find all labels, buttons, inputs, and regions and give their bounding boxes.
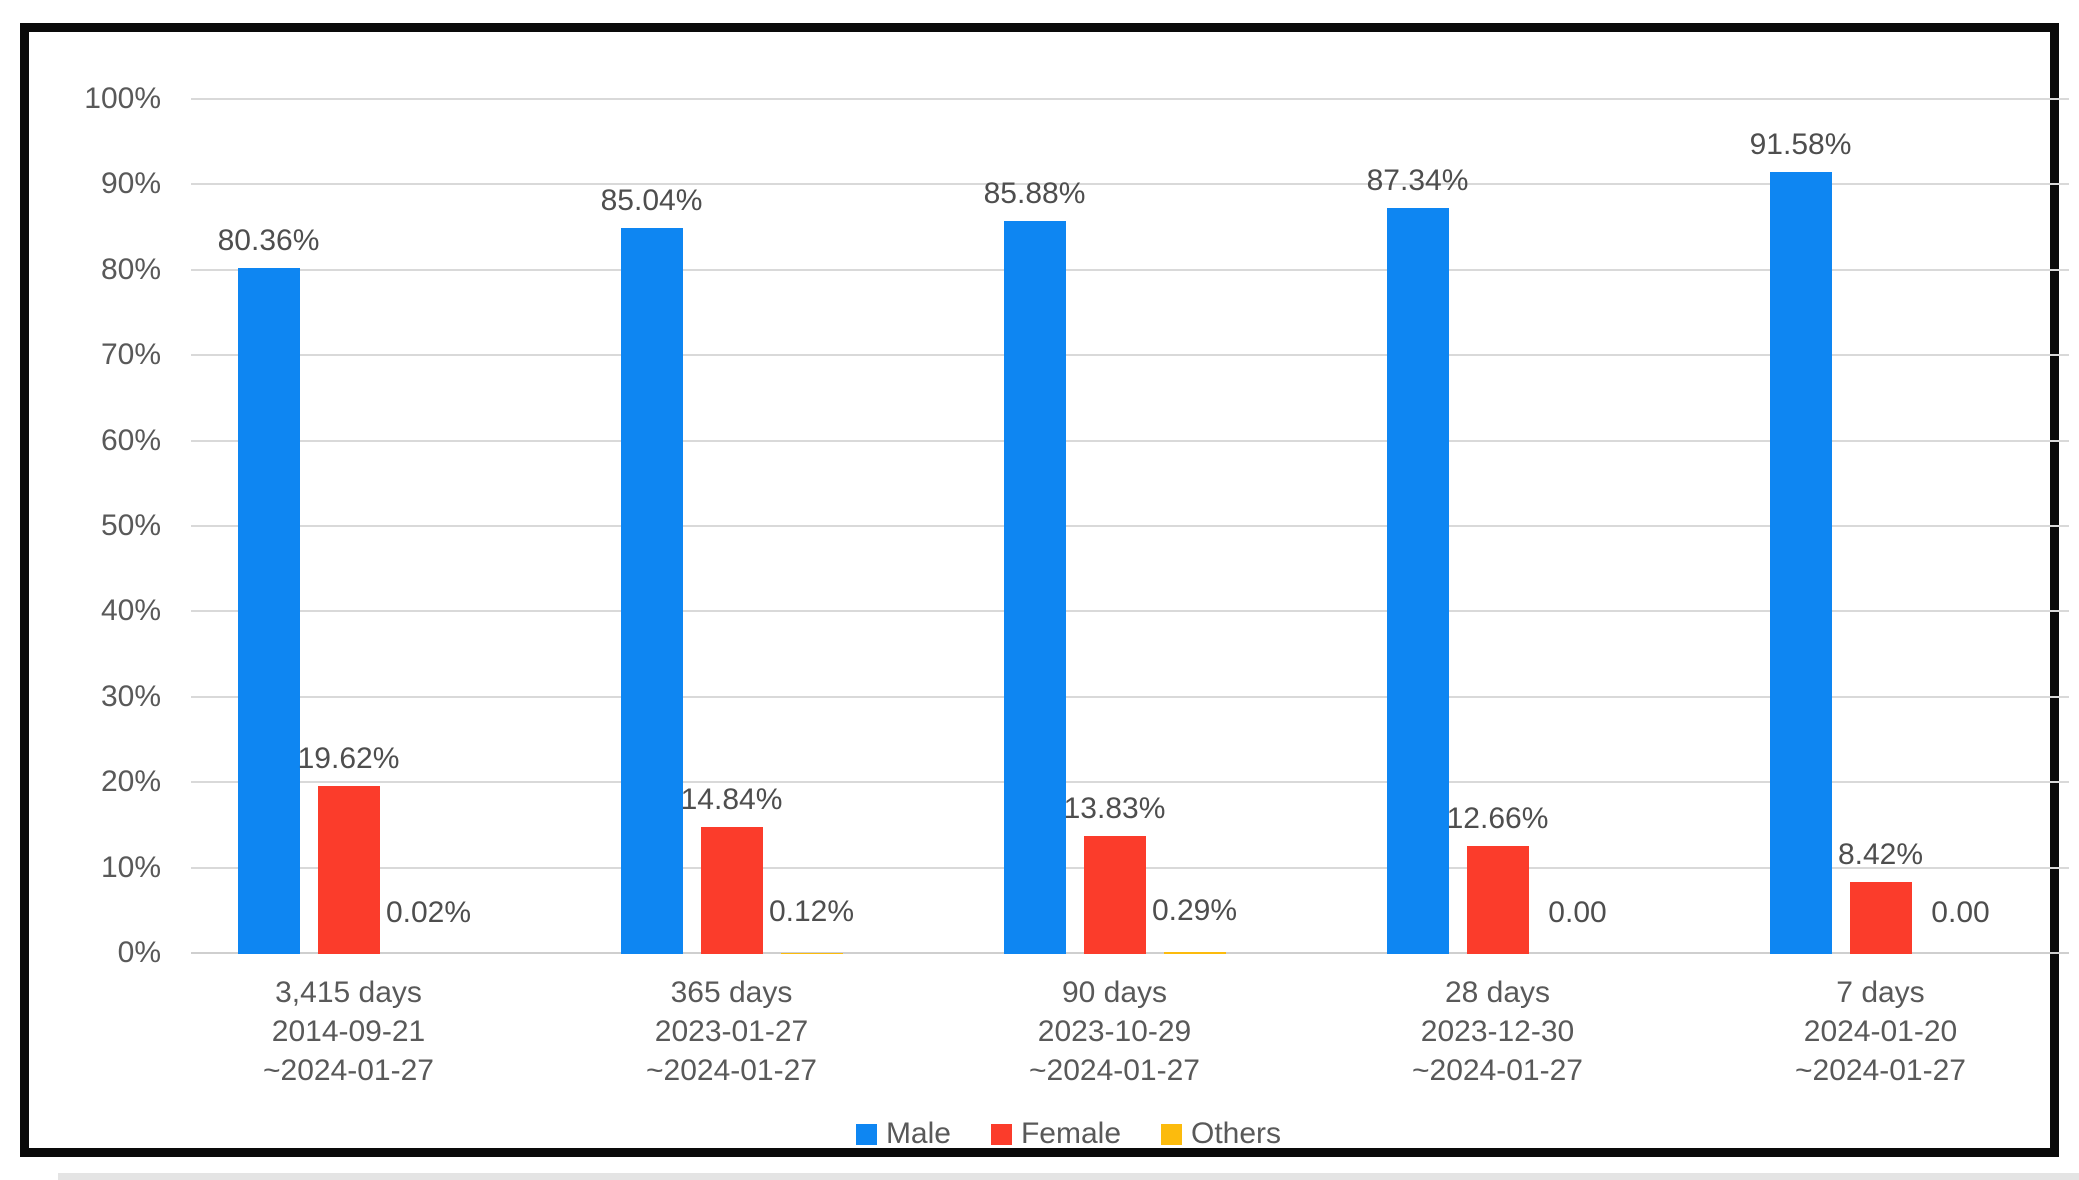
x-axis-label-3: 28 days 2023-12-30 ~2024-01-27 (1328, 973, 1668, 1090)
legend-label: Others (1191, 1117, 1282, 1150)
data-label-female-0: 19.62% (297, 742, 400, 776)
data-label-male-3: 87.34% (1366, 164, 1469, 198)
x-axis-label-line: ~2024-01-27 (1412, 1054, 1583, 1087)
bar-female-1 (700, 827, 763, 954)
y-axis-tick-label: 40% (100, 594, 161, 628)
x-axis-label-line: ~2024-01-27 (1795, 1054, 1966, 1087)
data-label-others-2: 0.29% (1151, 893, 1238, 927)
x-axis-label-line: 365 days (670, 976, 793, 1009)
legend-label: Female (1020, 1117, 1122, 1150)
data-label-others-1: 0.12% (768, 894, 855, 928)
gridline (191, 610, 2069, 613)
bar-female-3 (1466, 845, 1529, 954)
bar-male-2 (1003, 220, 1066, 954)
data-label-female-3: 12.66% (1446, 801, 1549, 835)
x-axis-label-line: ~2024-01-27 (646, 1054, 817, 1087)
legend-swatch-icon (855, 1123, 877, 1145)
legend: Male Female Others (58, 1118, 2079, 1150)
data-label-others-4: 0.00 (1931, 896, 1990, 929)
data-label-male-4: 91.58% (1749, 127, 1852, 161)
y-axis-tick-label: 70% (100, 338, 161, 372)
bar-female-4 (1849, 882, 1912, 954)
data-label-female-2: 13.83% (1063, 791, 1166, 825)
gridline (191, 525, 2069, 527)
x-axis-label-line: 2023-10-29 (1037, 1015, 1192, 1048)
x-axis-label-2: 90 days 2023-10-29 ~2024-01-27 (945, 973, 1285, 1090)
bar-female-2 (1083, 835, 1146, 954)
gridline (191, 439, 2069, 442)
y-axis-tick-label: 100% (84, 82, 161, 115)
y-axis-tick-label: 60% (100, 423, 161, 457)
bar-male-1 (620, 227, 683, 954)
x-axis-label-line: 7 days (1836, 976, 1925, 1009)
bar-female-0 (317, 786, 380, 954)
chart-frame: 0% 10% 20% 30% 40% 50% 60% 70% 80% 90% 100% 80.36%… (20, 23, 2079, 1180)
data-label-male-0: 80.36% (217, 223, 320, 257)
bar-male-3 (1386, 208, 1449, 954)
legend-item-male: Male (855, 1117, 951, 1150)
x-axis-label-line: 2024-01-20 (1803, 1015, 1958, 1048)
gridline (191, 695, 2069, 698)
legend-swatch-icon (990, 1123, 1012, 1145)
data-label-female-4: 8.42% (1837, 838, 1924, 872)
legend-label: Male (885, 1117, 951, 1150)
data-label-others-0: 0.02% (385, 895, 472, 929)
bar-others-2 (1163, 951, 1226, 954)
x-axis-label-line: ~2024-01-27 (263, 1054, 434, 1087)
gridline (191, 183, 2069, 186)
legend-item-others: Others (1161, 1118, 1281, 1150)
x-axis-label-line: 90 days (1061, 976, 1168, 1009)
y-axis-tick-label: 90% (100, 167, 161, 201)
gridline (191, 268, 2069, 271)
legend-item-female: Female (990, 1117, 1122, 1150)
y-axis-tick-label: 50% (100, 509, 161, 542)
x-axis-label-1: 365 days 2023-01-27 ~2024-01-27 (562, 973, 902, 1090)
x-axis-label-4: 7 days 2024-01-20 ~2024-01-27 (1711, 973, 2051, 1090)
x-axis-label-line: 28 days (1444, 976, 1551, 1009)
bar-male-0 (237, 267, 300, 954)
data-label-others-3: 0.00 (1548, 896, 1607, 929)
x-axis-label-0: 3,415 days 2014-09-21 ~2024-01-27 (179, 973, 519, 1090)
x-axis-label-line: 2023-01-27 (654, 1015, 809, 1048)
data-label-male-1: 85.04% (600, 183, 703, 217)
y-axis-tick-label: 80% (100, 252, 161, 286)
x-axis-label-line: ~2024-01-27 (1029, 1054, 1200, 1087)
bar-male-4 (1769, 171, 1832, 954)
x-axis-label-line: 2014-09-21 (271, 1015, 426, 1048)
y-axis-tick-label: 10% (100, 850, 161, 884)
gridline (191, 354, 2069, 357)
x-axis-label-line: 3,415 days (275, 976, 422, 1009)
bottom-strip (58, 1173, 2079, 1180)
data-label-male-2: 85.88% (983, 176, 1086, 210)
x-axis-label-line: 2023-12-30 (1420, 1015, 1575, 1048)
legend-swatch-icon (1161, 1123, 1183, 1145)
bar-others-1 (780, 952, 843, 954)
y-axis-tick-label: 0% (117, 936, 161, 969)
y-axis-tick-label: 30% (100, 679, 161, 713)
gridline (191, 98, 2069, 100)
y-axis-tick-label: 20% (100, 765, 161, 799)
gridline (191, 781, 2069, 784)
data-label-female-1: 14.84% (680, 783, 783, 817)
